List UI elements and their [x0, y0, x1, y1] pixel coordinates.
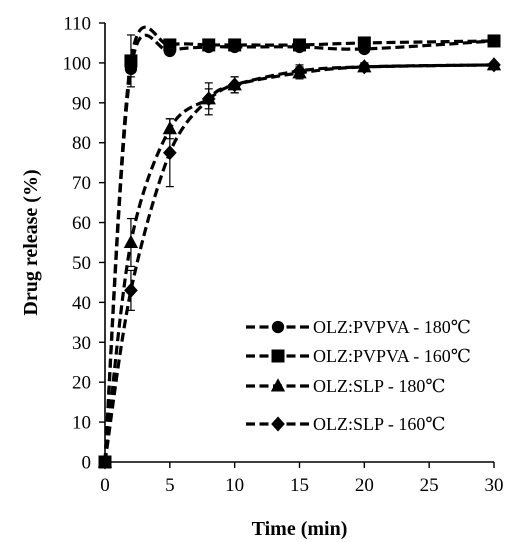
series-lines: [103, 25, 495, 463]
y-tick-label-100: 100: [63, 53, 92, 74]
legend: OLZ:PVPVA - 180℃ OLZ:PVPVA - 160℃ OLZ:SLP …: [246, 317, 471, 434]
y-tick-label-40: 40: [72, 293, 91, 314]
axis-tick-labels: 0 10 20 30 40 50 60 70 80 90 100 110 0 5 10 15 20 25 30: [63, 14, 504, 497]
marker-square-7: [487, 34, 501, 48]
legend-marker-diamond: [271, 416, 285, 432]
error-bars: [126, 34, 498, 311]
marker-square-2: [163, 38, 177, 52]
marker-diamond-1: [124, 282, 138, 298]
marker-square-3: [202, 38, 216, 52]
marker-square-6: [357, 36, 371, 50]
x-tick-label-10: 10: [225, 475, 244, 496]
data-markers: [97, 34, 502, 470]
marker-diamond-7: [487, 57, 501, 73]
legend-label-diamond: OLZ:SLP - 160℃: [313, 414, 445, 434]
legend-marker-triangle: [270, 378, 286, 392]
legend-marker-circle: [271, 320, 285, 334]
x-tick-label-30: 30: [485, 475, 504, 496]
marker-diamond-5: [292, 63, 307, 79]
legend-marker-square: [271, 349, 285, 363]
y-tick-label-80: 80: [72, 133, 91, 154]
y-axis-title: Drug release (%): [20, 169, 42, 315]
marker-diamond-6: [357, 59, 372, 75]
axes: [104, 23, 494, 463]
y-tick-label-70: 70: [72, 173, 91, 194]
x-tick-label-0: 0: [100, 475, 110, 496]
y-tick-label-20: 20: [72, 373, 91, 394]
axis-ticks: [99, 22, 495, 468]
marker-diamond-3: [201, 91, 216, 107]
x-tick-label-15: 15: [290, 475, 309, 496]
marker-square-1: [124, 54, 138, 68]
y-tick-label-90: 90: [72, 93, 91, 114]
legend-label-square: OLZ:PVPVA - 160℃: [313, 346, 471, 366]
marker-diamond-2: [163, 145, 177, 161]
series-line-diamond: [103, 63, 495, 463]
series-line-circle: [103, 33, 495, 463]
x-tick-label-20: 20: [355, 475, 374, 496]
y-tick-label-0: 0: [82, 453, 92, 474]
y-tick-label-60: 60: [72, 213, 91, 234]
marker-triangle-2: [162, 120, 177, 135]
x-axis-title: Time (min): [252, 518, 348, 540]
marker-square-4: [228, 38, 242, 52]
legend-label-circle: OLZ:PVPVA - 180℃: [313, 317, 471, 337]
y-tick-label-110: 110: [63, 14, 91, 35]
x-tick-label-25: 25: [420, 475, 439, 496]
marker-diamond-4: [227, 77, 242, 93]
series-line-square: [103, 25, 495, 463]
y-tick-label-30: 30: [72, 333, 91, 354]
series-line-triangle: [103, 63, 495, 463]
legend-label-triangle: OLZ:SLP - 180℃: [313, 376, 445, 396]
marker-triangle-1: [123, 234, 139, 249]
marker-square-5: [293, 38, 306, 52]
y-tick-label-10: 10: [72, 413, 91, 434]
x-tick-label-5: 5: [165, 475, 175, 496]
y-tick-label-50: 50: [72, 253, 91, 274]
